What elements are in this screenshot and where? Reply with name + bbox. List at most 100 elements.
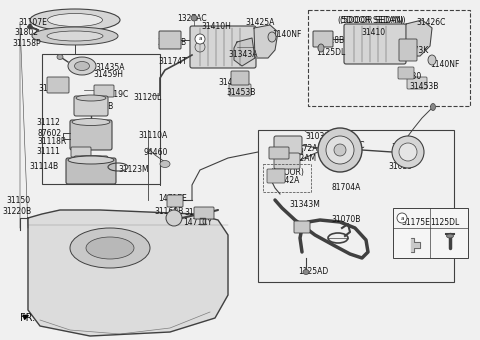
Text: 31155B: 31155B bbox=[84, 102, 113, 111]
Circle shape bbox=[326, 136, 354, 164]
Text: 31158P: 31158P bbox=[12, 39, 41, 48]
Bar bbox=[308, 10, 470, 106]
Text: 31107E: 31107E bbox=[18, 18, 47, 27]
FancyBboxPatch shape bbox=[159, 31, 181, 49]
FancyBboxPatch shape bbox=[70, 120, 112, 150]
Text: 1471EE: 1471EE bbox=[158, 194, 187, 203]
Text: 1140NF: 1140NF bbox=[430, 60, 459, 69]
Ellipse shape bbox=[160, 160, 170, 168]
Ellipse shape bbox=[446, 234, 454, 238]
Circle shape bbox=[334, 144, 346, 156]
Text: a: a bbox=[198, 36, 202, 41]
Polygon shape bbox=[254, 25, 278, 58]
Circle shape bbox=[318, 128, 362, 172]
FancyBboxPatch shape bbox=[167, 195, 183, 207]
Text: 31174T: 31174T bbox=[158, 57, 187, 66]
Bar bbox=[393, 208, 468, 258]
Bar bbox=[42, 54, 160, 184]
Text: 31120L: 31120L bbox=[133, 93, 161, 102]
FancyBboxPatch shape bbox=[269, 147, 289, 159]
Ellipse shape bbox=[191, 15, 197, 21]
Text: 31342A: 31342A bbox=[270, 176, 300, 185]
Text: 31110A: 31110A bbox=[138, 131, 167, 140]
Circle shape bbox=[166, 210, 182, 226]
Text: 1140NF: 1140NF bbox=[272, 30, 301, 39]
FancyBboxPatch shape bbox=[407, 77, 427, 89]
Text: 31111: 31111 bbox=[36, 147, 60, 156]
Text: FR.: FR. bbox=[20, 313, 35, 323]
FancyBboxPatch shape bbox=[74, 156, 108, 174]
FancyBboxPatch shape bbox=[274, 136, 302, 154]
Text: 1472AM: 1472AM bbox=[293, 144, 324, 153]
Ellipse shape bbox=[27, 25, 33, 29]
Polygon shape bbox=[234, 38, 255, 66]
Circle shape bbox=[399, 143, 417, 161]
Ellipse shape bbox=[318, 44, 324, 52]
Text: 31030H: 31030H bbox=[305, 132, 335, 141]
Text: 31039: 31039 bbox=[388, 162, 412, 171]
Text: (5DOOR): (5DOOR) bbox=[270, 168, 304, 177]
FancyBboxPatch shape bbox=[66, 158, 116, 184]
Ellipse shape bbox=[32, 27, 118, 45]
Text: 1125DL: 1125DL bbox=[316, 48, 345, 57]
FancyBboxPatch shape bbox=[344, 24, 406, 64]
Text: a: a bbox=[400, 216, 404, 221]
FancyBboxPatch shape bbox=[399, 39, 417, 61]
Text: 31435A: 31435A bbox=[95, 63, 124, 72]
Text: 31118R: 31118R bbox=[37, 137, 66, 146]
Circle shape bbox=[392, 136, 424, 168]
Bar bbox=[258, 130, 454, 282]
Text: 87602: 87602 bbox=[38, 129, 62, 138]
FancyBboxPatch shape bbox=[231, 71, 249, 85]
Text: 31373K: 31373K bbox=[399, 46, 428, 55]
Ellipse shape bbox=[74, 62, 89, 70]
Ellipse shape bbox=[70, 228, 150, 268]
Text: 31410H: 31410H bbox=[201, 22, 231, 31]
Text: 31343A: 31343A bbox=[228, 50, 257, 59]
Text: 1472AM: 1472AM bbox=[285, 154, 316, 163]
Text: 1471CY: 1471CY bbox=[183, 218, 212, 227]
Text: 31190B: 31190B bbox=[38, 84, 67, 93]
Text: 31425A: 31425A bbox=[245, 18, 275, 27]
Ellipse shape bbox=[431, 103, 435, 110]
FancyBboxPatch shape bbox=[74, 96, 108, 116]
Text: 31112: 31112 bbox=[36, 118, 60, 127]
Ellipse shape bbox=[76, 95, 106, 101]
Text: 1327AC: 1327AC bbox=[177, 14, 206, 23]
Text: 31160B: 31160B bbox=[154, 207, 183, 216]
Text: 1125AD: 1125AD bbox=[298, 267, 328, 276]
FancyBboxPatch shape bbox=[94, 85, 114, 97]
Text: 31036B: 31036B bbox=[184, 208, 214, 217]
Text: 1125DL: 1125DL bbox=[430, 218, 459, 227]
Bar bbox=[263, 164, 311, 192]
Ellipse shape bbox=[76, 155, 106, 160]
Text: 81704A: 81704A bbox=[331, 183, 360, 192]
Polygon shape bbox=[28, 210, 228, 336]
Text: 31175E: 31175E bbox=[401, 218, 430, 227]
Text: 31802: 31802 bbox=[14, 28, 38, 37]
Text: 31428B: 31428B bbox=[157, 38, 186, 47]
Text: 31428B: 31428B bbox=[315, 36, 344, 45]
Text: 31010: 31010 bbox=[391, 143, 415, 152]
Text: 31430: 31430 bbox=[397, 72, 421, 81]
Ellipse shape bbox=[48, 14, 103, 27]
FancyBboxPatch shape bbox=[267, 169, 285, 183]
FancyBboxPatch shape bbox=[313, 31, 333, 47]
Ellipse shape bbox=[303, 270, 309, 274]
Ellipse shape bbox=[72, 119, 110, 125]
FancyBboxPatch shape bbox=[194, 207, 214, 219]
Text: 94460: 94460 bbox=[143, 148, 168, 157]
Ellipse shape bbox=[68, 57, 96, 75]
Polygon shape bbox=[411, 238, 420, 252]
Text: 31070B: 31070B bbox=[331, 215, 360, 224]
Ellipse shape bbox=[57, 54, 63, 59]
FancyBboxPatch shape bbox=[294, 221, 310, 233]
Text: 31453B: 31453B bbox=[409, 82, 438, 91]
Text: 31123M: 31123M bbox=[118, 165, 149, 174]
Text: 31343M: 31343M bbox=[289, 200, 320, 209]
Ellipse shape bbox=[47, 31, 103, 41]
FancyBboxPatch shape bbox=[47, 77, 69, 93]
Ellipse shape bbox=[30, 9, 120, 31]
FancyBboxPatch shape bbox=[398, 67, 414, 79]
Text: 31114B: 31114B bbox=[29, 162, 58, 171]
